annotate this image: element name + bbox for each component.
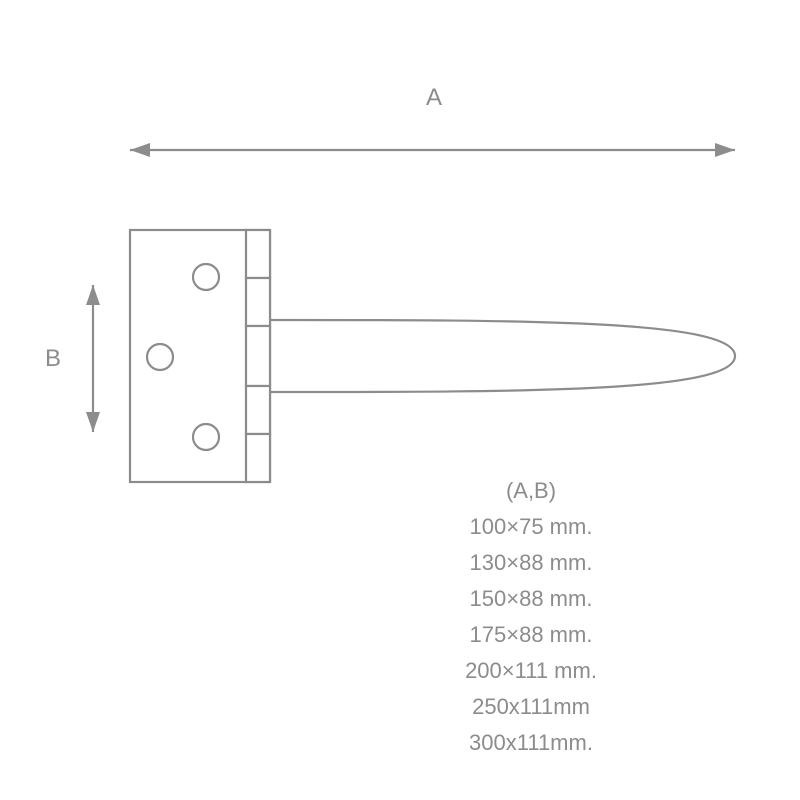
dimension-b-label: B (45, 345, 61, 372)
hinge-knuckle-segment (246, 386, 270, 434)
size-row: 150×88 mm. (470, 586, 593, 611)
sizes-header: (A,B) (506, 478, 556, 503)
size-row: 200×111 mm. (465, 658, 597, 683)
hinge-dimension-diagram: A B (A,B) 100×75 mm. 130×88 mm. 150×88 mm. 175… (0, 0, 800, 800)
size-row: 250x111mm (472, 694, 590, 719)
dimension-a-label: A (426, 84, 442, 111)
canvas-bg (0, 0, 800, 800)
size-row: 175×88 mm. (470, 622, 593, 647)
size-row: 100×75 mm. (470, 514, 593, 539)
hinge-knuckle-segment (246, 326, 270, 386)
size-row: 130×88 mm. (470, 550, 593, 575)
hinge-knuckle-segment (246, 278, 270, 326)
hinge-knuckle-segment (246, 230, 270, 278)
size-row: 300x111mm. (469, 730, 593, 755)
hinge-knuckle-segment (246, 434, 270, 482)
